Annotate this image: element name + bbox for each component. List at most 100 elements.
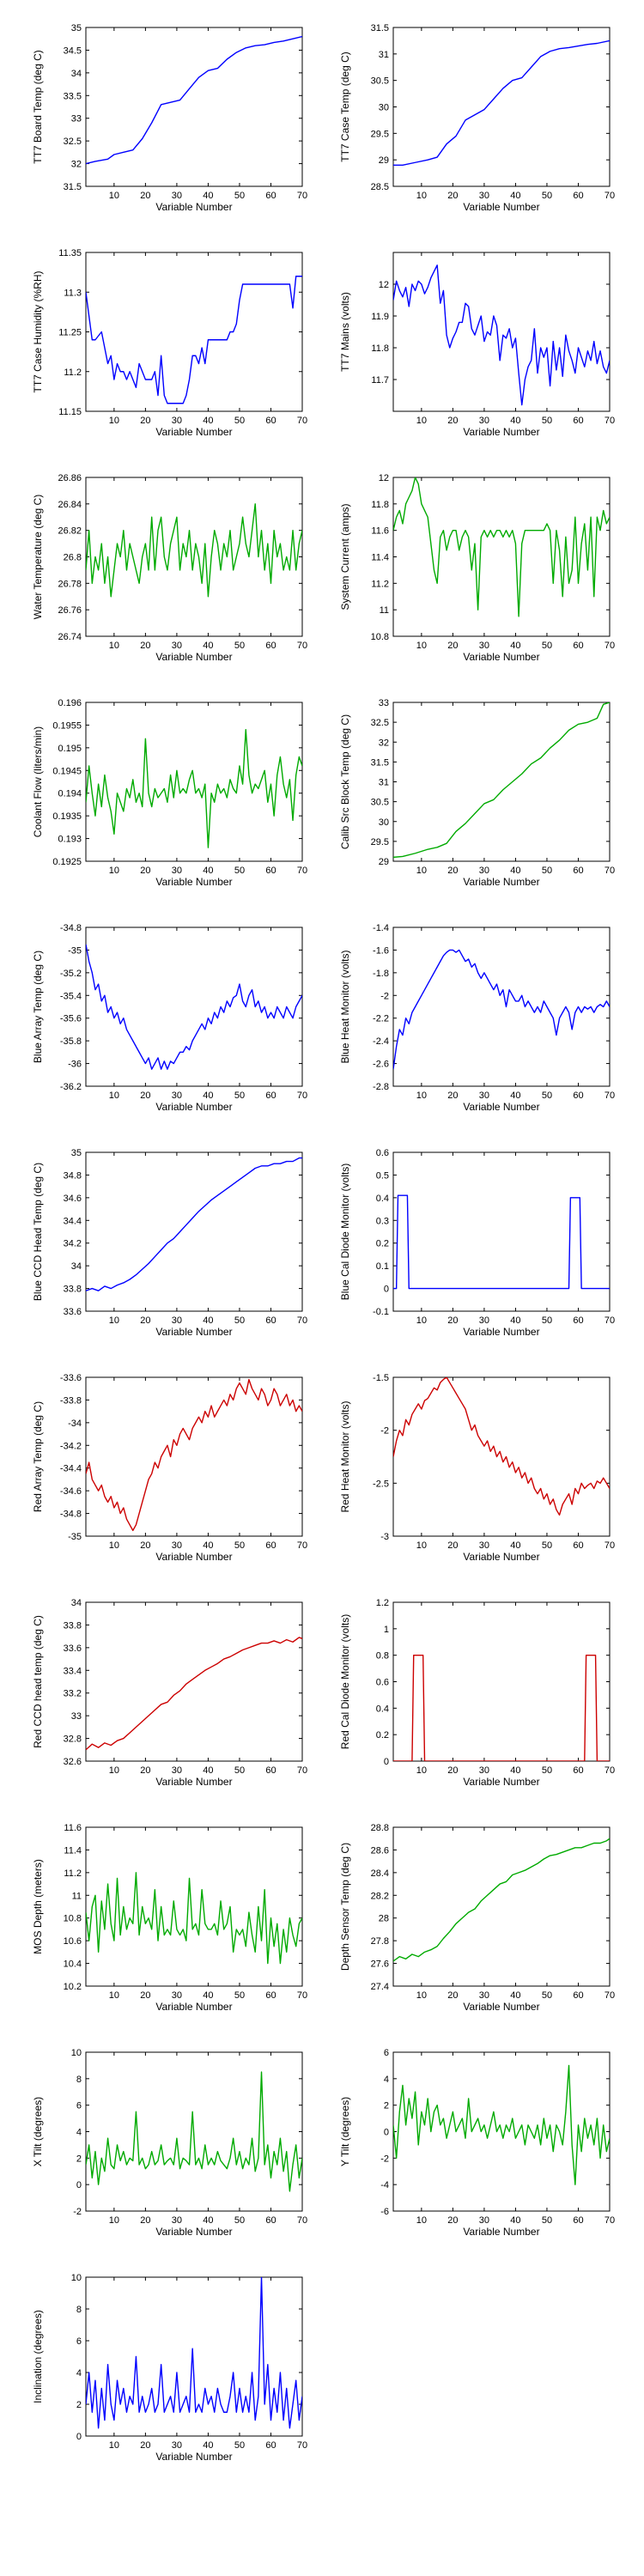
- x-tick-label: 50: [542, 416, 552, 426]
- x-axis-label: Variable Number: [155, 1101, 232, 1113]
- chart-tt7-case-temp: 10 20 30 40 50 60 70 28.5 29 29.5 30 30.5 31 31.5 Vari…: [339, 23, 615, 213]
- series-line: [393, 702, 610, 859]
- y-tick-label: -35.2: [60, 969, 82, 979]
- x-tick-label: 30: [479, 2215, 489, 2226]
- y-tick-label: 11.4: [64, 1845, 82, 1856]
- series-line: [393, 1377, 610, 1516]
- x-axis-label: Variable Number: [463, 1551, 539, 1563]
- x-tick-label: 10: [416, 2215, 427, 2226]
- x-tick-label: 10: [109, 2440, 119, 2451]
- y-tick-label: 0: [384, 2128, 389, 2138]
- plot-frame: [392, 1601, 611, 1762]
- x-tick-label: 40: [510, 641, 520, 651]
- x-tick-label: 70: [605, 416, 615, 426]
- y-axis-label: Red Cal Diode Monitor (volts): [339, 1614, 351, 1749]
- x-tick-label: 20: [140, 416, 150, 426]
- x-axis-label: Variable Number: [463, 651, 539, 663]
- plot-frame: [85, 2276, 303, 2437]
- y-tick-label: 0.4: [376, 1704, 389, 1714]
- y-tick-label: 33.5: [64, 91, 82, 101]
- x-tick-label: 70: [605, 1765, 615, 1776]
- y-tick-label: 33.4: [64, 1666, 82, 1676]
- x-tick-label: 70: [297, 1540, 307, 1551]
- y-tick-label: 32.5: [64, 137, 82, 147]
- y-axis-label: Calib Src Block Temp (deg C): [339, 714, 351, 849]
- y-tick-label: 34.8: [64, 1170, 82, 1181]
- x-tick-label: 30: [172, 2215, 182, 2226]
- y-tick-label: 2: [76, 2154, 82, 2164]
- y-tick-label: 33: [379, 698, 389, 708]
- y-tick-label: 1: [384, 1625, 389, 1635]
- y-tick-label: 29.5: [371, 129, 389, 139]
- chart-y-tilt: 10 20 30 40 50 60 70 -6 -4 -2 0 2 4 6 Variable Number Y…: [339, 2048, 615, 2238]
- x-axis-label: Variable Number: [155, 1551, 232, 1563]
- x-tick-label: 40: [510, 191, 520, 201]
- x-axis-label: Variable Number: [155, 2001, 232, 2013]
- y-axis-label: Inclination (degrees): [32, 2310, 44, 2403]
- y-axis-label: Water Temperature (deg C): [32, 495, 44, 619]
- y-tick-label: -35.4: [60, 991, 82, 1001]
- y-tick-label: 33.2: [64, 1689, 82, 1699]
- y-tick-label: 0.6: [376, 1148, 389, 1158]
- y-tick-label: -2.5: [373, 1479, 389, 1489]
- y-tick-label: 4: [76, 2368, 82, 2379]
- x-tick-label: 70: [605, 866, 615, 876]
- x-tick-label: 20: [140, 641, 150, 651]
- x-tick-label: 50: [542, 1990, 552, 2001]
- x-tick-label: 10: [416, 1765, 427, 1776]
- x-tick-label: 40: [203, 416, 213, 426]
- y-tick-label: -2: [380, 1426, 389, 1437]
- x-tick-label: 60: [265, 416, 276, 426]
- x-tick-label: 60: [573, 2215, 583, 2226]
- y-tick-label: 0.4: [376, 1194, 389, 1204]
- y-tick-label: 34: [71, 69, 82, 79]
- x-tick-label: 50: [542, 2215, 552, 2226]
- plot-frame: [85, 1826, 303, 1987]
- y-tick-label: 0: [384, 1285, 389, 1295]
- y-tick-label: 0.196: [58, 698, 82, 708]
- y-tick-label: 0.194: [58, 789, 82, 799]
- y-tick-label: -2: [380, 2154, 389, 2164]
- x-tick-label: 60: [265, 1765, 276, 1776]
- series-line: [86, 1637, 302, 1751]
- x-tick-label: 60: [265, 1540, 276, 1551]
- series-line: [393, 477, 610, 617]
- y-tick-label: -35: [68, 1532, 82, 1542]
- y-tick-label: -35: [68, 945, 82, 956]
- y-axis-label: TT7 Case Temp (deg C): [339, 52, 351, 162]
- y-axis-label: Blue CCD Head Temp (deg C): [32, 1163, 44, 1301]
- x-tick-label: 50: [234, 641, 245, 651]
- chart-red-heat-monitor: 10 20 30 40 50 60 70 -3 -2.5 -2 -1.5 Variable Numbe…: [339, 1373, 615, 1563]
- y-axis-label: TT7 Mains (volts): [339, 292, 351, 372]
- x-tick-label: 20: [140, 1540, 150, 1551]
- series-line: [393, 264, 610, 406]
- x-tick-label: 30: [479, 1091, 489, 1101]
- x-tick-label: 70: [297, 2215, 307, 2226]
- x-tick-label: 40: [510, 2215, 520, 2226]
- x-tick-label: 40: [510, 1765, 520, 1776]
- chart-coolant-flow: 10 20 30 40 50 60 70 0.1925 0.193 0.1935 0.194 0.19…: [32, 698, 307, 888]
- x-tick-label: 40: [203, 1765, 213, 1776]
- x-tick-label: 30: [479, 416, 489, 426]
- x-tick-label: 60: [573, 1315, 583, 1326]
- x-tick-label: 20: [447, 1315, 458, 1326]
- x-tick-label: 70: [297, 1315, 307, 1326]
- x-tick-label: 20: [447, 641, 458, 651]
- y-tick-label: 26.78: [58, 579, 82, 589]
- y-axis-label: Coolant Flow (liters/min): [32, 726, 44, 837]
- x-tick-label: 30: [172, 1315, 182, 1326]
- series-line: [86, 2071, 302, 2192]
- y-tick-label: 32: [71, 160, 82, 170]
- x-tick-label: 40: [510, 866, 520, 876]
- y-tick-label: -35.8: [60, 1036, 82, 1047]
- series-line: [86, 2277, 302, 2429]
- x-tick-label: 10: [109, 2215, 119, 2226]
- x-tick-label: 60: [573, 1091, 583, 1101]
- y-tick-label: 28.4: [371, 1868, 389, 1879]
- y-axis-label: System Current (amps): [339, 503, 351, 610]
- x-tick-label: 40: [510, 1990, 520, 2001]
- plot-frame: [85, 927, 303, 1087]
- y-tick-label: 0: [76, 2432, 82, 2442]
- series-line: [393, 949, 610, 1070]
- x-tick-label: 20: [140, 191, 150, 201]
